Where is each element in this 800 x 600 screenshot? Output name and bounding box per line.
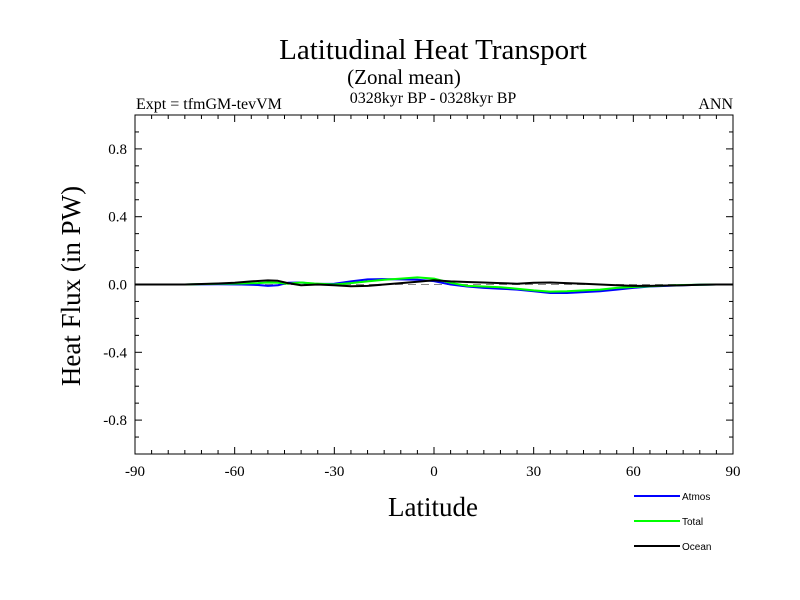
y-tick-label: 0.8: [108, 142, 127, 158]
chart-title: Latitudinal Heat Transport: [279, 34, 587, 66]
x-tick-label: -30: [324, 464, 344, 480]
x-tick-label: 30: [526, 464, 541, 480]
y-axis-label: Heat Flux (in PW): [56, 186, 86, 386]
legend-label-ocean: Ocean: [682, 542, 711, 553]
x-tick-label: 60: [626, 464, 641, 480]
chart-subtitle: (Zonal mean): [347, 65, 461, 89]
season-label: ANN: [698, 96, 733, 113]
x-tick-label: 0: [430, 464, 438, 480]
x-tick-label: -60: [225, 464, 245, 480]
series-line-ocean: [135, 279, 733, 288]
legend: Atmos Total Ocean: [634, 492, 711, 553]
y-tick-label: -0.4: [103, 345, 127, 361]
y-tick-label: 0.4: [108, 210, 127, 226]
x-tick-label: 90: [726, 464, 741, 480]
x-axis-label: Latitude: [388, 492, 478, 522]
y-tick-label: 0.0: [108, 278, 127, 294]
expt-label: Expt = tfmGM-tevVM: [136, 96, 282, 113]
y-tick-label: -0.8: [103, 413, 127, 429]
series-lines: [135, 276, 733, 294]
x-axis-ticks: -90 -60 -30 0 30 60 90: [125, 115, 741, 480]
period-label: 0328kyr BP - 0328kyr BP: [350, 90, 517, 107]
y-axis-ticks: -0.8 -0.4 0.0 0.4 0.8: [103, 114, 733, 455]
x-tick-label: -90: [125, 464, 145, 480]
legend-label-total: Total: [682, 517, 703, 528]
legend-label-atmos: Atmos: [682, 492, 710, 503]
